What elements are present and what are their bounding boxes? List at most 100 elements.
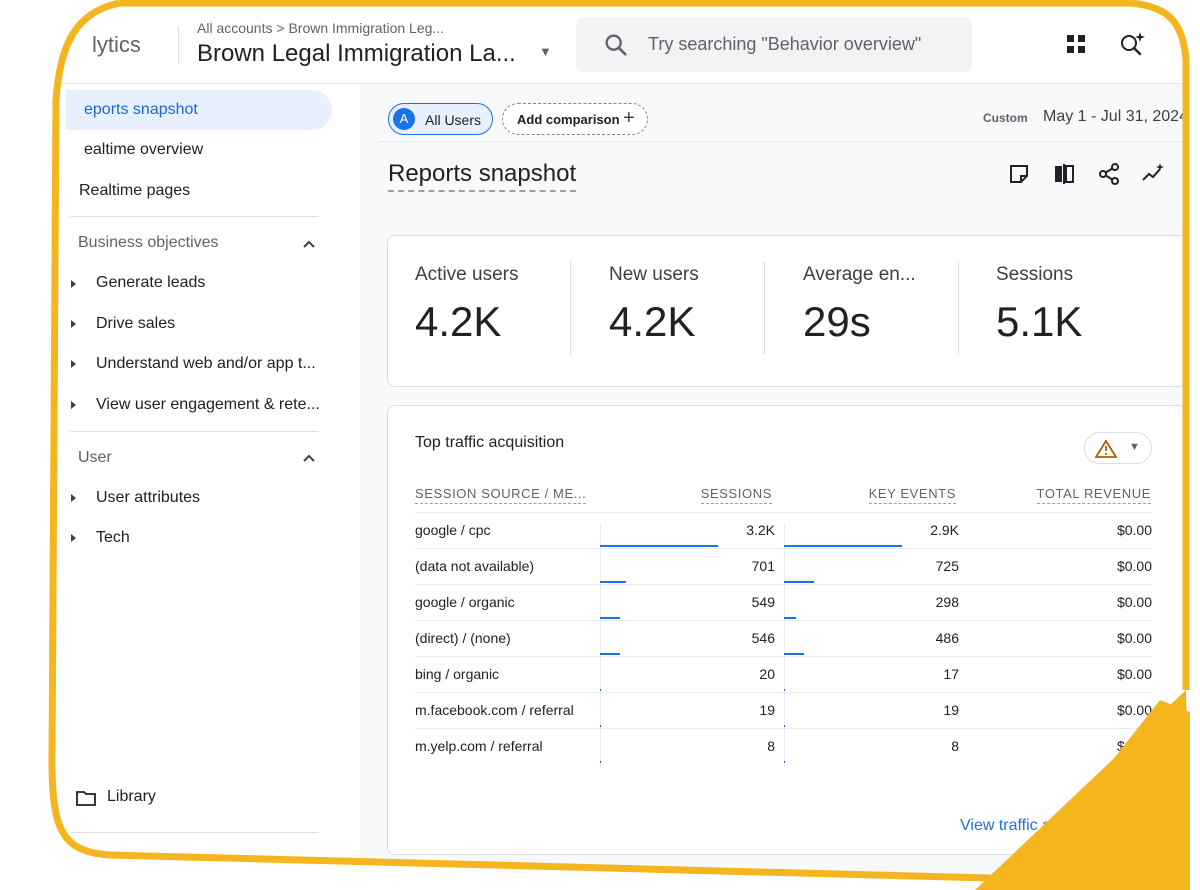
nav-divider xyxy=(70,431,318,432)
cell-revenue: $0.00 xyxy=(1116,630,1152,646)
expand-arrow-icon[interactable] xyxy=(71,280,76,288)
expand-arrow-icon[interactable] xyxy=(71,320,76,328)
metric-divider xyxy=(958,262,959,354)
traffic-acquisition-card: Top traffic acquisition ▼ SESSION SOURCE… xyxy=(387,405,1190,855)
chevron-up-icon[interactable] xyxy=(302,239,316,249)
header-divider xyxy=(178,26,179,64)
table-row[interactable]: (direct) / (none) 546 486 $0.00 xyxy=(415,620,1152,656)
cell-key-events: 298 xyxy=(935,594,959,610)
section-user[interactable]: User xyxy=(78,449,112,466)
table-row[interactable]: m.yelp.com / referral 8 8 $0.00 xyxy=(415,728,1152,764)
metric-active-users[interactable]: Active users 4.2K xyxy=(415,264,605,346)
main-content: A All Users Add comparison + Custom May … xyxy=(360,84,1190,890)
nav-understand-traffic[interactable]: Understand web and/or app t... xyxy=(96,355,316,372)
nav-realtime-overview[interactable]: ealtime overview xyxy=(84,141,204,158)
key-events-bar xyxy=(784,617,796,619)
cell-revenue: $0.00 xyxy=(1116,738,1152,754)
share-icon[interactable] xyxy=(1097,162,1121,186)
nav-divider xyxy=(70,216,318,217)
expand-arrow-icon[interactable] xyxy=(71,401,76,409)
cell-sessions: 19 xyxy=(759,702,775,718)
metric-label: Sessions xyxy=(996,264,1074,285)
sessions-bar xyxy=(600,725,601,727)
cell-key-events: 17 xyxy=(943,666,959,682)
check-circle-icon[interactable] xyxy=(14,785,38,809)
card-title: Top traffic acquisition xyxy=(415,434,565,451)
table-row[interactable]: (data not available) 701 725 $0.00 xyxy=(415,548,1152,584)
metric-label: Active users xyxy=(415,264,519,285)
metric-divider xyxy=(570,262,571,354)
nav-user-attributes[interactable]: User attributes xyxy=(96,489,201,506)
metric-value: 5.1K xyxy=(996,298,1083,345)
table-row[interactable]: google / cpc 3.2K 2.9K $0.00 xyxy=(415,512,1152,548)
nav-divider xyxy=(70,832,318,833)
chevron-down-icon: ▼ xyxy=(1129,441,1140,453)
left-sidebar: eports snapshot ealtime overview Realtim… xyxy=(60,84,360,890)
sessions-bar xyxy=(600,581,626,583)
add-comparison-button[interactable]: Add comparison + xyxy=(502,103,648,135)
key-events-bar xyxy=(784,725,785,727)
table-row[interactable]: bing / organic 20 17 $0.00 xyxy=(415,656,1152,692)
chevron-up-icon[interactable] xyxy=(302,453,316,463)
column-header-key-events[interactable]: KEY EVENTS xyxy=(868,486,956,504)
cell-source: google / cpc xyxy=(415,522,491,538)
cell-key-events: 19 xyxy=(943,702,959,718)
column-header-source[interactable]: SESSION SOURCE / ME... xyxy=(415,486,587,504)
warning-icon xyxy=(1095,440,1117,458)
nav-drive-sales[interactable]: Drive sales xyxy=(96,315,176,332)
property-dropdown-icon[interactable]: ▼ xyxy=(539,44,552,59)
key-events-bar xyxy=(784,581,814,583)
insights-icon[interactable] xyxy=(1141,162,1165,186)
nav-user-engagement[interactable]: View user engagement & rete... xyxy=(96,396,320,413)
metrics-card: Active users 4.2K New users 4.2K Average… xyxy=(387,235,1190,387)
nav-tech[interactable]: Tech xyxy=(96,529,130,546)
breadcrumb[interactable]: All accounts > Brown Immigration Leg... xyxy=(197,20,445,36)
sessions-bar xyxy=(600,617,620,619)
cell-source: (direct) / (none) xyxy=(415,630,511,646)
column-header-total-revenue[interactable]: TOTAL REVENUE xyxy=(1036,486,1151,504)
metric-divider xyxy=(764,262,765,354)
nav-reports-snapshot[interactable]: eports snapshot xyxy=(84,101,198,118)
cell-sessions: 546 xyxy=(751,630,775,646)
cell-key-events: 2.9K xyxy=(930,522,959,538)
key-events-bar xyxy=(784,545,902,547)
expand-arrow-icon[interactable] xyxy=(71,360,76,368)
table-row[interactable]: google / organic 549 298 $0.00 xyxy=(415,584,1152,620)
note-icon[interactable] xyxy=(1007,162,1031,186)
compare-icon[interactable] xyxy=(1052,162,1076,186)
search-placeholder: Try searching "Behavior overview" xyxy=(648,34,922,54)
warning-dropdown[interactable]: ▼ xyxy=(1084,432,1152,464)
collapse-sidebar-icon[interactable]: ‹ xyxy=(296,852,303,874)
nav-library[interactable]: Library xyxy=(107,788,156,805)
cell-sessions: 701 xyxy=(751,558,775,574)
section-business-objectives[interactable]: Business objectives xyxy=(78,234,219,251)
nav-realtime-pages[interactable]: Realtime pages xyxy=(79,182,191,199)
expand-arrow-icon[interactable] xyxy=(71,494,76,502)
property-name[interactable]: Brown Legal Immigration La... xyxy=(197,40,516,67)
cell-sessions: 549 xyxy=(751,594,775,610)
table-row[interactable]: m.facebook.com / referral 19 19 $0.00 xyxy=(415,692,1152,728)
all-users-chip[interactable]: A All Users xyxy=(388,103,493,135)
metric-label: Average en... xyxy=(803,264,916,285)
nav-generate-leads[interactable]: Generate leads xyxy=(96,274,206,291)
metric-sessions[interactable]: Sessions 5.1K xyxy=(996,264,1186,346)
apps-grid-icon[interactable] xyxy=(1064,32,1088,56)
cell-source: (data not available) xyxy=(415,558,535,574)
cell-sessions: 20 xyxy=(759,666,775,682)
metric-value: 4.2K xyxy=(609,298,696,345)
metric-average-engagement[interactable]: Average en... 29s xyxy=(803,264,993,346)
cell-source: bing / organic xyxy=(415,666,500,682)
key-events-bar xyxy=(784,761,785,763)
top-header: lytics All accounts > Brown Immigration … xyxy=(60,0,1190,84)
cell-source: m.facebook.com / referral xyxy=(415,702,574,718)
column-header-sessions[interactable]: SESSIONS xyxy=(700,486,772,504)
date-range-picker[interactable]: May 1 - Jul 31, 2024 xyxy=(1043,108,1188,125)
view-traffic-acquisition-link[interactable]: View traffic acquisition xyxy=(960,817,1118,834)
insights-search-icon[interactable] xyxy=(1118,30,1146,58)
expand-arrow-icon[interactable] xyxy=(71,534,76,542)
key-events-bar xyxy=(784,689,785,691)
search-bar[interactable]: Try searching "Behavior overview" xyxy=(576,17,972,72)
analytics-logo-text[interactable]: lytics xyxy=(92,32,141,57)
metric-new-users[interactable]: New users 4.2K xyxy=(609,264,799,346)
cell-revenue: $0.00 xyxy=(1116,666,1152,682)
